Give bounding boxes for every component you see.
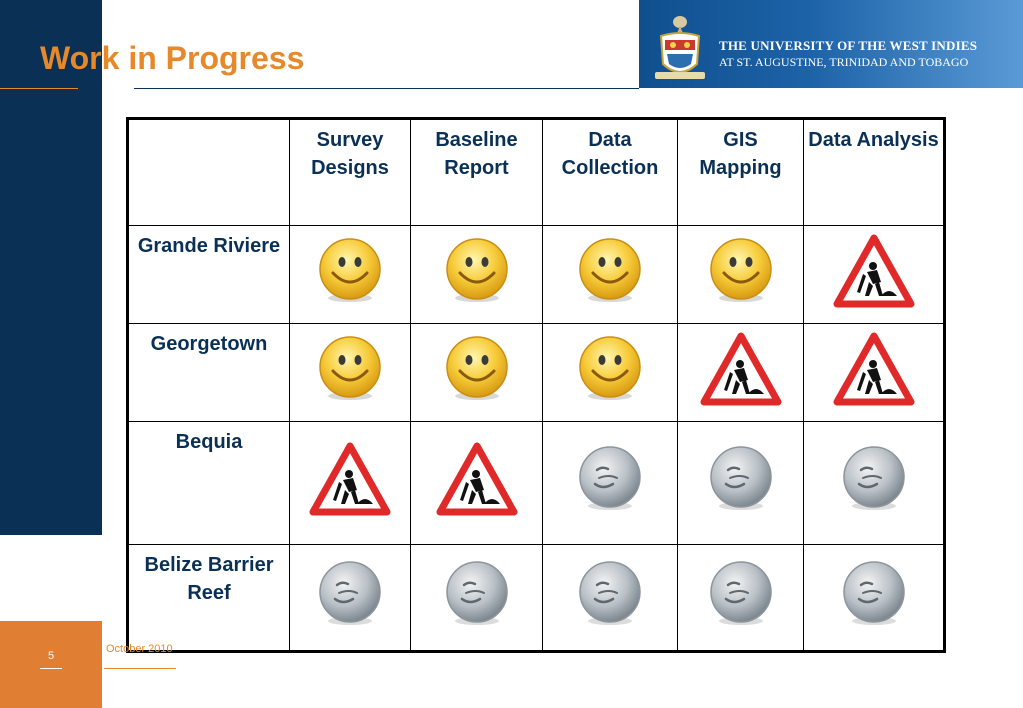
smiley-face-icon <box>442 236 512 314</box>
column-header: Data Analysis <box>803 118 945 226</box>
footer-rule-left <box>40 668 62 669</box>
table-row: Belize Barrier Reef <box>127 544 945 652</box>
grey-face-icon <box>575 444 645 522</box>
row-site-label: Grande Riviere <box>127 225 290 324</box>
men-at-work-sign-icon <box>833 234 915 316</box>
men-at-work-sign-icon <box>436 442 518 524</box>
footer-rule-right <box>104 668 176 669</box>
row-site-label: Georgetown <box>127 323 290 422</box>
table-row: Grande Riviere <box>127 225 945 324</box>
smiley-face-icon <box>575 334 645 412</box>
status-cell <box>410 323 543 422</box>
status-cell <box>803 544 945 652</box>
smiley-face-icon <box>706 236 776 314</box>
status-cell <box>410 544 543 652</box>
smiley-face-icon <box>575 236 645 314</box>
smiley-face-icon <box>315 236 385 314</box>
status-cell <box>677 225 804 324</box>
status-cell <box>410 421 543 545</box>
status-cell <box>803 225 945 324</box>
table-row: Georgetown <box>127 323 945 422</box>
column-header: Baseline Report <box>410 118 543 226</box>
column-header: Survey Designs <box>289 118 411 226</box>
status-cell <box>803 421 945 545</box>
header-row: Survey Designs Baseline Report Data Coll… <box>127 118 945 226</box>
grey-face-icon <box>442 559 512 637</box>
banner-campus-location: AT ST. AUGUSTINE, TRINIDAD AND TOBAGO <box>719 55 969 69</box>
men-at-work-sign-icon <box>309 442 391 524</box>
row-site-label: Bequia <box>127 421 290 545</box>
page-number: 5 <box>47 650 55 662</box>
banner-university-name: THE UNIVERSITY OF THE WEST INDIES <box>719 38 978 53</box>
slide-title: Work in Progress <box>40 40 305 76</box>
status-cell <box>803 323 945 422</box>
status-cell <box>542 421 678 545</box>
grey-face-icon <box>315 559 385 637</box>
status-cell <box>677 323 804 422</box>
status-cell <box>677 544 804 652</box>
status-cell <box>410 225 543 324</box>
men-at-work-sign-icon <box>700 332 782 414</box>
column-header: GIS Mapping <box>677 118 804 226</box>
status-cell <box>542 225 678 324</box>
status-cell <box>542 544 678 652</box>
table-row: Bequia <box>127 421 945 545</box>
grey-face-icon <box>706 444 776 522</box>
column-header: Data Collection <box>542 118 678 226</box>
progress-table: Survey Designs Baseline Report Data Coll… <box>126 117 946 653</box>
grey-face-icon <box>839 444 909 522</box>
status-cell <box>289 544 411 652</box>
row-site-label: Belize Barrier Reef <box>127 544 290 652</box>
grey-face-icon <box>575 559 645 637</box>
status-cell <box>289 323 411 422</box>
smiley-face-icon <box>442 334 512 412</box>
grey-face-icon <box>706 559 776 637</box>
status-cell <box>289 421 411 545</box>
grey-face-icon <box>839 559 909 637</box>
status-cell <box>677 421 804 545</box>
footer-block <box>0 621 102 708</box>
smiley-face-icon <box>315 334 385 412</box>
university-banner: THE UNIVERSITY OF THE WEST INDIES AT ST.… <box>639 0 1023 88</box>
header-corner-cell <box>127 118 290 226</box>
title-rule-left <box>0 88 78 89</box>
footer-date: October 2010 <box>106 643 173 655</box>
left-sidebar-bar <box>0 0 102 535</box>
status-cell <box>289 225 411 324</box>
status-cell <box>542 323 678 422</box>
university-crest-icon <box>655 16 705 79</box>
men-at-work-sign-icon <box>833 332 915 414</box>
title-rule-right <box>134 88 639 89</box>
